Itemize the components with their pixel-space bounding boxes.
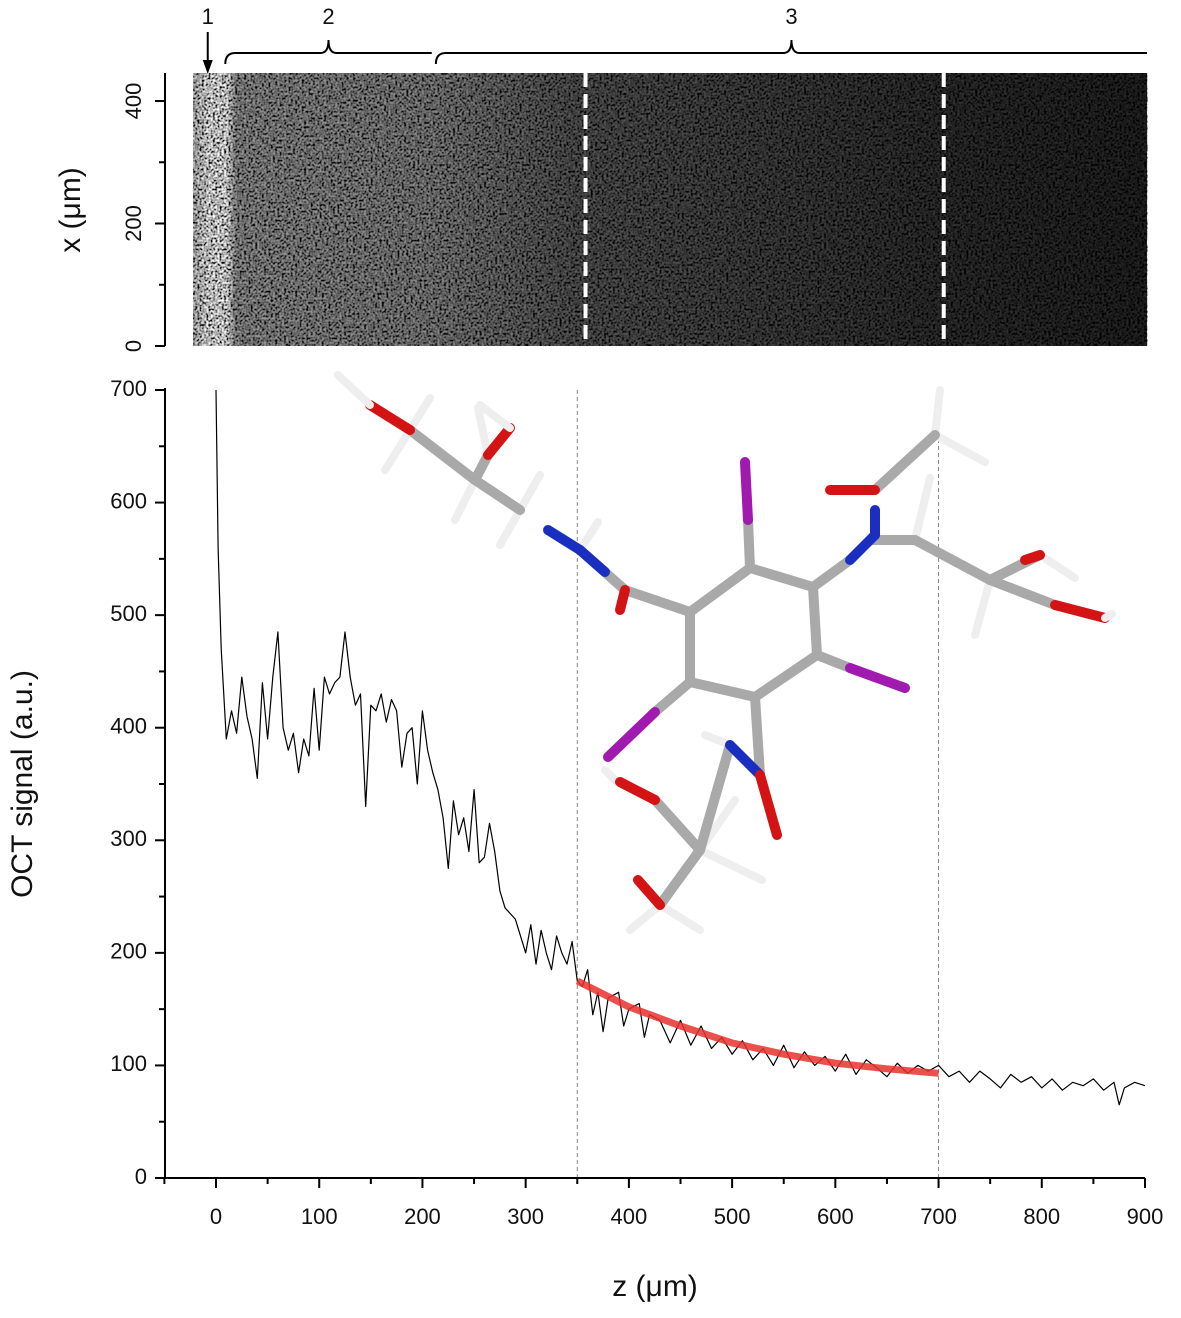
y-tick-label: 400 [121,83,146,120]
x-tick-label: 300 [507,1204,544,1229]
signal-line [575,977,939,1077]
y-tick-label: 600 [110,488,147,513]
x-tick-label: 200 [404,1204,441,1229]
molecule-illustration [334,371,1116,934]
line-panel: 0 100 200 300 400 500 600 700 0 100 200 300 400 500 60… [6,376,1163,1303]
y-tick-label: 200 [110,939,147,964]
x-tick-label: 100 [301,1204,338,1229]
x-tick-label: 600 [817,1204,854,1229]
y-tick-label: 0 [121,340,146,352]
x-tick-label: 0 [210,1204,222,1229]
y-tick-label: 300 [110,826,147,851]
y-tick-label: 0 [135,1164,147,1189]
region-bracket [224,39,432,65]
image-panel: 0 200 400 x (μm) 1 2 3 [54,4,1148,352]
region-label: 2 [322,4,334,29]
x-tick-label: 800 [1023,1204,1060,1229]
region-label: 1 [202,4,214,29]
y-tick-label: 400 [110,714,147,739]
y-axis-label: x (μm) [54,167,87,253]
signal-line [215,389,1146,1106]
region-label: 3 [785,4,797,29]
iodine-bonds [603,457,910,762]
x-tick-label: 700 [920,1204,957,1229]
hydroxyl-hydrogens [334,371,1116,622]
y-tick-label: 100 [110,1051,147,1076]
oxygen-bonds [365,400,1110,910]
y-axis-label: OCT signal (a.u.) [6,670,39,898]
x-axis-label: z (μm) [612,1270,698,1303]
arrow-head [202,60,213,74]
y-tick-label: 200 [121,205,146,242]
hydrogen-bonds [381,386,1079,934]
y-tick-label: 700 [110,376,147,401]
x-tick-label: 900 [1127,1204,1164,1229]
nitrogen-bonds [543,505,880,780]
x-tick-label: 400 [611,1204,648,1229]
oct-image [193,73,1148,346]
x-tick-label: 500 [714,1204,751,1229]
y-tick-label: 500 [110,601,147,626]
region-bracket [434,39,1148,65]
carbon-bonds [405,425,1060,910]
